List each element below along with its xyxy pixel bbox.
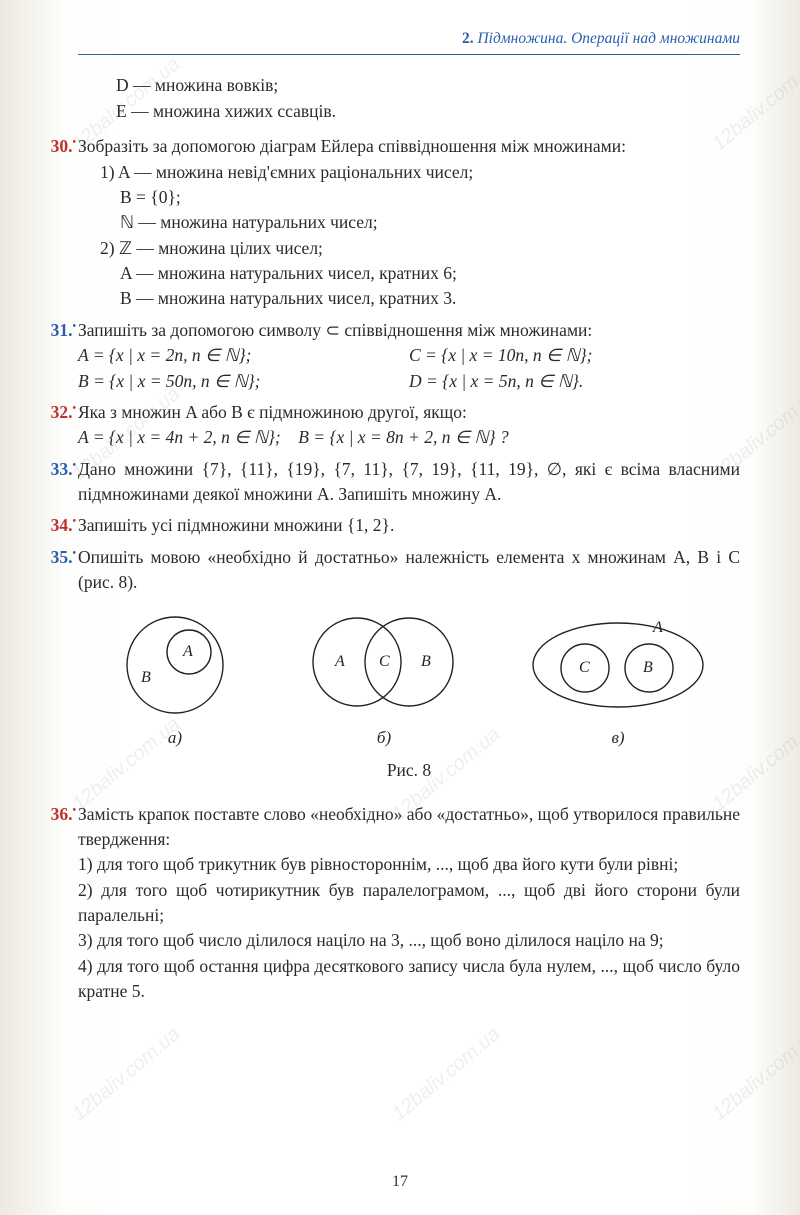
- problem-number: 30.•: [40, 134, 76, 159]
- figure-8c: A C B в): [523, 610, 713, 751]
- watermark-text: 12baliv.com.ua: [66, 1021, 187, 1129]
- figure-label: в): [523, 726, 713, 751]
- math-line: A = {x | x = 4n + 2, n ∈ ℕ}; B = {x | x …: [78, 425, 740, 450]
- problem-item: A — множина натуральних чисел, кратних 6…: [120, 261, 740, 286]
- problem-number: 32.•: [40, 400, 76, 425]
- watermark-text: 12baliv.com.ua: [706, 1021, 800, 1129]
- two-column-math: A = {x | x = 2n, n ∈ ℕ}; B = {x | x = 50…: [78, 343, 740, 394]
- problem-text: Опишіть мовою «необхідно й достатньо» на…: [78, 547, 740, 592]
- figure-8b: A C B б): [299, 610, 469, 751]
- figure-label: б): [299, 726, 469, 751]
- venn-diagram-icon: A B: [105, 610, 245, 720]
- svg-text:C: C: [579, 659, 590, 676]
- svg-text:A: A: [334, 653, 345, 670]
- problem-text: Зобразіть за допомогою діаграм Ейлера сп…: [78, 136, 626, 156]
- svg-text:C: C: [379, 653, 390, 670]
- math-line: C = {x | x = 10n, n ∈ ℕ};: [409, 343, 740, 368]
- intro-block: D — множина вовків; E — множина хижих сс…: [78, 73, 740, 124]
- figure-label: а): [105, 726, 245, 751]
- section-header: 2. Підмножина. Операції над множинами: [78, 28, 740, 50]
- problem-text: Запишіть за допомогою символу ⊂ співвідн…: [78, 320, 592, 340]
- problem-number: 35.•: [40, 545, 76, 570]
- problem-item: 3) для того щоб число ділилося націло на…: [78, 928, 740, 953]
- venn-diagram-icon: A C B: [299, 610, 469, 720]
- problem-text: Яка з множин A або B є підмножиною друго…: [78, 402, 467, 422]
- watermark-text: 12baliv.com.ua: [386, 1021, 507, 1129]
- svg-text:A: A: [652, 619, 663, 636]
- problem-item: 1) A — множина невід'ємних раціональних …: [100, 160, 740, 185]
- textbook-page: 2. Підмножина. Операції над множинами D …: [0, 0, 800, 1215]
- problem-number: 34.•: [40, 513, 76, 538]
- problem-36: 36.• Замість крапок поставте слово «необ…: [78, 802, 740, 1005]
- problem-item: ℕ — множина натуральних чисел;: [120, 210, 740, 235]
- section-title: Підмножина. Операції над множинами: [477, 30, 740, 47]
- problem-item: 4) для того щоб остання цифра десятковог…: [78, 954, 740, 1005]
- svg-text:B: B: [421, 653, 431, 670]
- problem-31: 31.• Запишіть за допомогою символу ⊂ спі…: [78, 318, 740, 394]
- problem-text: Замість крапок поставте слово «необхідно…: [78, 804, 740, 849]
- svg-text:B: B: [643, 659, 653, 676]
- problem-number: 31.•: [40, 318, 76, 343]
- math-line: B = {x | x = 50n, n ∈ ℕ};: [78, 369, 409, 394]
- problem-32: 32.• Яка з множин A або B є підмножиною …: [78, 400, 740, 451]
- problem-35: 35.• Опишіть мовою «необхідно й достатнь…: [78, 545, 740, 596]
- figure-8: A B а) A C B б) A C B в): [78, 610, 740, 751]
- svg-text:B: B: [141, 669, 151, 686]
- intro-line: E — множина хижих ссавців.: [116, 99, 740, 124]
- svg-text:A: A: [182, 643, 193, 660]
- section-number: 2.: [462, 30, 474, 47]
- problem-30: 30.• Зобразіть за допомогою діаграм Ейле…: [78, 134, 740, 312]
- problem-item: 1) для того щоб трикутник був рівносторо…: [78, 852, 740, 877]
- header-rule: [78, 54, 740, 55]
- problem-34: 34.• Запишіть усі підмножини множини {1,…: [78, 513, 740, 538]
- problem-item: 2) ℤ — множина цілих чисел;: [100, 236, 740, 261]
- problem-text: Запишіть усі підмножини множини {1, 2}.: [78, 515, 394, 535]
- figure-caption: Рис. 8: [78, 758, 740, 783]
- problem-33: 33.• Дано множини {7}, {11}, {19}, {7, 1…: [78, 457, 740, 508]
- figure-8a: A B а): [105, 610, 245, 751]
- problem-number: 36.•: [40, 802, 76, 827]
- venn-diagram-icon: A C B: [523, 610, 713, 720]
- intro-line: D — множина вовків;: [116, 73, 740, 98]
- page-number: 17: [0, 1170, 800, 1193]
- problem-number: 33.•: [40, 457, 76, 482]
- problem-text: Дано множини {7}, {11}, {19}, {7, 11}, {…: [78, 459, 740, 504]
- problem-item: B — множина натуральних чисел, кратних 3…: [120, 286, 740, 311]
- problem-item: B = {0};: [120, 185, 740, 210]
- math-line: A = {x | x = 2n, n ∈ ℕ};: [78, 343, 409, 368]
- math-line: D = {x | x = 5n, n ∈ ℕ}.: [409, 369, 740, 394]
- problem-item: 2) для того щоб чотирикутник був паралел…: [78, 878, 740, 929]
